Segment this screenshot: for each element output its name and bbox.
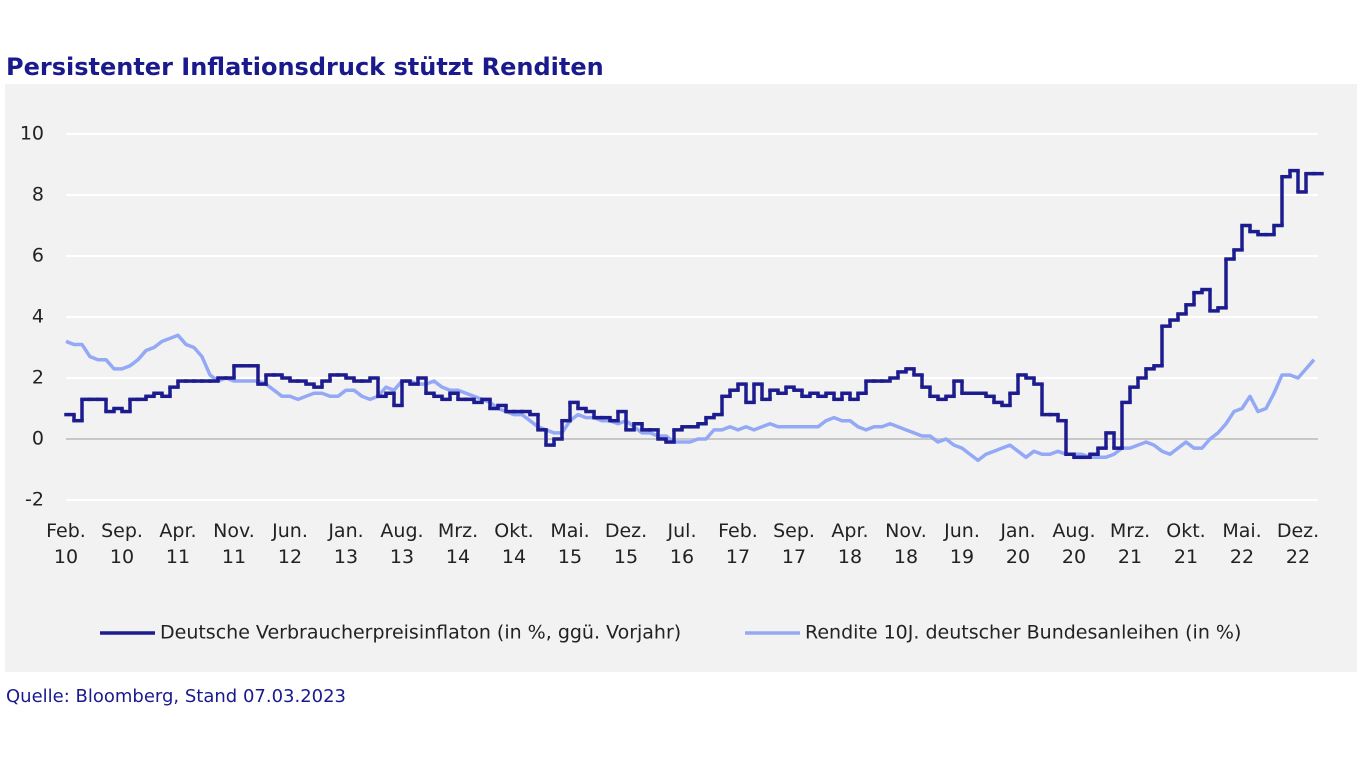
chart-title: Persistenter Inflationsdruck stützt Rend… — [6, 53, 604, 81]
series-line — [65, 333, 1316, 463]
x-tick-label: Mrz. 14 — [438, 520, 478, 568]
x-tick-label: Mai. 15 — [550, 520, 589, 568]
x-tick-label: Feb. 17 — [718, 520, 758, 568]
x-tick-label: Sep. 10 — [101, 520, 143, 568]
x-tick-label: Jan. 20 — [999, 520, 1035, 568]
x-tick-label: Okt. 21 — [1166, 520, 1205, 568]
x-tick-label: Jan. 13 — [327, 520, 363, 568]
x-tick-label: Jun. 12 — [271, 520, 308, 568]
x-tick-label: Jun. 19 — [943, 520, 980, 568]
x-tick-label: Mrz. 21 — [1110, 520, 1150, 568]
x-tick-label: Sep. 17 — [773, 520, 815, 568]
x-tick-label: Feb. 10 — [46, 520, 86, 568]
x-tick-label: Apr. 11 — [159, 520, 196, 568]
x-tick-label: Mai. 22 — [1222, 520, 1261, 568]
x-tick-label: Nov. 18 — [885, 520, 927, 568]
source-note: Quelle: Bloomberg, Stand 07.03.2023 — [6, 686, 346, 707]
y-tick-label: 8 — [32, 184, 44, 206]
x-tick-label: Dez. 22 — [1277, 520, 1319, 568]
x-tick-label: Dez. 15 — [605, 520, 647, 568]
x-tick-label: Jul. 16 — [667, 520, 697, 568]
y-tick-label: 10 — [20, 123, 44, 145]
y-tick-label: 2 — [32, 367, 44, 389]
x-tick-label: Okt. 14 — [494, 520, 533, 568]
y-tick-label: 4 — [32, 306, 44, 328]
y-tick-label: 6 — [32, 245, 44, 267]
y-tick-label: -2 — [25, 489, 44, 511]
series-steps — [64, 168, 1324, 460]
x-tick-label: Aug. 13 — [380, 520, 423, 568]
x-tick-label: Aug. 20 — [1052, 520, 1095, 568]
legend-label: Rendite 10J. deutscher Bundesanleihen (i… — [805, 622, 1241, 644]
x-tick-label: Apr. 18 — [831, 520, 868, 568]
x-tick-label: Nov. 11 — [213, 520, 255, 568]
y-tick-label: 0 — [32, 428, 44, 450]
legend-label: Deutsche Verbraucherpreisinflaton (in %,… — [160, 622, 681, 644]
